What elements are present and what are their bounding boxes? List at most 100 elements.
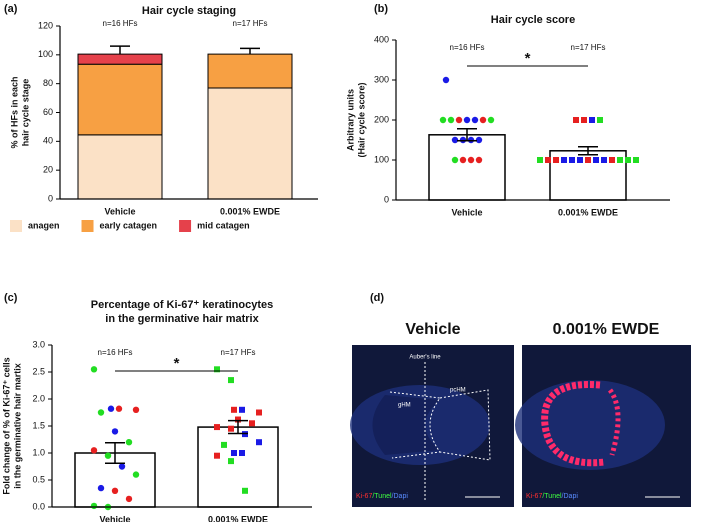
data-point: [537, 157, 543, 163]
bar-segment: [77, 53, 163, 65]
data-point: [589, 117, 595, 123]
x-tick-label: Vehicle: [451, 207, 482, 217]
chart-title: Hair cycle score: [491, 14, 575, 26]
image-label: pcHM: [450, 388, 466, 394]
data-point: [601, 157, 607, 163]
data-point: [239, 406, 245, 413]
data-point: [214, 424, 220, 431]
panel-label: (a): [4, 3, 18, 15]
data-point: [463, 116, 471, 124]
data-point: [597, 117, 603, 123]
panel-label: (b): [374, 3, 388, 15]
bar-segment: [207, 87, 293, 200]
y-tick-label: 60: [43, 107, 53, 117]
y-tick-label: 3.0: [32, 339, 45, 349]
data-point: [256, 439, 262, 446]
data-point: [132, 471, 140, 478]
annotation: n=17 HFs: [233, 19, 268, 28]
y-axis-label: hair cycle stage: [20, 79, 30, 147]
y-tick-label: 100: [374, 154, 389, 164]
y-tick-label: 20: [43, 165, 53, 175]
data-point: [569, 157, 575, 163]
data-point: [111, 428, 119, 435]
data-point: [561, 157, 567, 163]
significance-label: *: [525, 50, 531, 67]
data-point: [577, 157, 583, 163]
data-point: [115, 405, 123, 412]
y-axis-label: % of HFs in each: [9, 76, 19, 148]
y-tick-label: 100: [38, 49, 53, 59]
image-title: 0.001% EWDE: [553, 321, 660, 338]
data-point: [593, 157, 599, 163]
y-axis-label: Fold change of % of Ki-67⁺ cells: [1, 357, 11, 494]
data-point: [553, 157, 559, 163]
data-point: [447, 116, 455, 124]
y-tick-label: 1.5: [32, 420, 45, 430]
data-point: [221, 441, 227, 448]
x-tick-label: Vehicle: [104, 206, 135, 216]
y-tick-label: 0: [48, 193, 53, 203]
bar-segment: [77, 134, 163, 200]
image-label: gHM: [398, 403, 411, 409]
data-point: [455, 116, 463, 124]
data-point: [97, 409, 105, 416]
data-point: [249, 420, 255, 427]
y-tick-label: 0: [384, 194, 389, 204]
data-point: [97, 484, 105, 492]
y-tick-label: 0.5: [32, 474, 45, 484]
data-point: [467, 136, 475, 144]
data-point: [487, 116, 495, 124]
y-tick-label: 2.5: [32, 366, 45, 376]
data-point: [459, 156, 467, 164]
data-point: [256, 409, 262, 416]
data-point: [231, 406, 237, 413]
y-tick-label: 2.0: [32, 393, 45, 403]
chart-title: Percentage of Ki-67⁺ keratinocytes: [91, 299, 274, 311]
panel-label: (c): [4, 292, 18, 304]
legend-swatch: [10, 220, 22, 232]
data-point: [442, 76, 450, 84]
bar: [197, 426, 279, 508]
data-point: [125, 439, 133, 446]
image-label: Auber's line: [409, 355, 441, 361]
legend-swatch: [81, 220, 94, 232]
data-point: [132, 406, 140, 413]
data-point: [228, 377, 234, 384]
legend-label: mid catagen: [197, 220, 250, 230]
data-point: [625, 157, 631, 163]
y-axis-label: (Hair cycle score): [356, 82, 366, 157]
annotation: n=17 HFs: [221, 348, 256, 357]
y-tick-label: 400: [374, 34, 389, 44]
data-point: [617, 157, 623, 163]
data-point: [633, 157, 639, 163]
significance-label: *: [174, 355, 180, 372]
x-tick-label: 0.001% EWDE: [208, 514, 268, 522]
data-point: [475, 136, 483, 144]
data-point: [467, 156, 475, 164]
image-caption: Ki-67/Tunel/Dapi: [356, 493, 408, 500]
y-tick-label: 40: [43, 136, 53, 146]
micrograph-vehicle: Auber's line gHM pcHM: [350, 345, 514, 507]
x-tick-label: Vehicle: [99, 514, 130, 522]
data-point: [471, 116, 479, 124]
caption-part: /Dapi: [562, 493, 579, 500]
annotation: n=16 HFs: [103, 19, 138, 28]
data-point: [90, 447, 98, 454]
annotation: n=16 HFs: [98, 348, 133, 357]
x-tick-label: 0.001% EWDE: [220, 206, 280, 216]
y-tick-label: 0.0: [32, 501, 45, 511]
chart-title: in the germinative hair matrix: [105, 313, 259, 325]
x-tick-label: 0.001% EWDE: [558, 207, 618, 217]
chart-title: Hair cycle staging: [142, 5, 236, 17]
annotation: n=16 HFs: [450, 43, 485, 52]
data-point: [231, 450, 237, 456]
data-point: [451, 156, 459, 164]
data-point: [545, 157, 551, 163]
data-point: [439, 116, 447, 124]
data-point: [90, 366, 98, 373]
data-point: [581, 117, 587, 123]
data-point: [479, 116, 487, 124]
caption-part: Ki-67: [526, 493, 542, 500]
data-point: [242, 487, 248, 494]
